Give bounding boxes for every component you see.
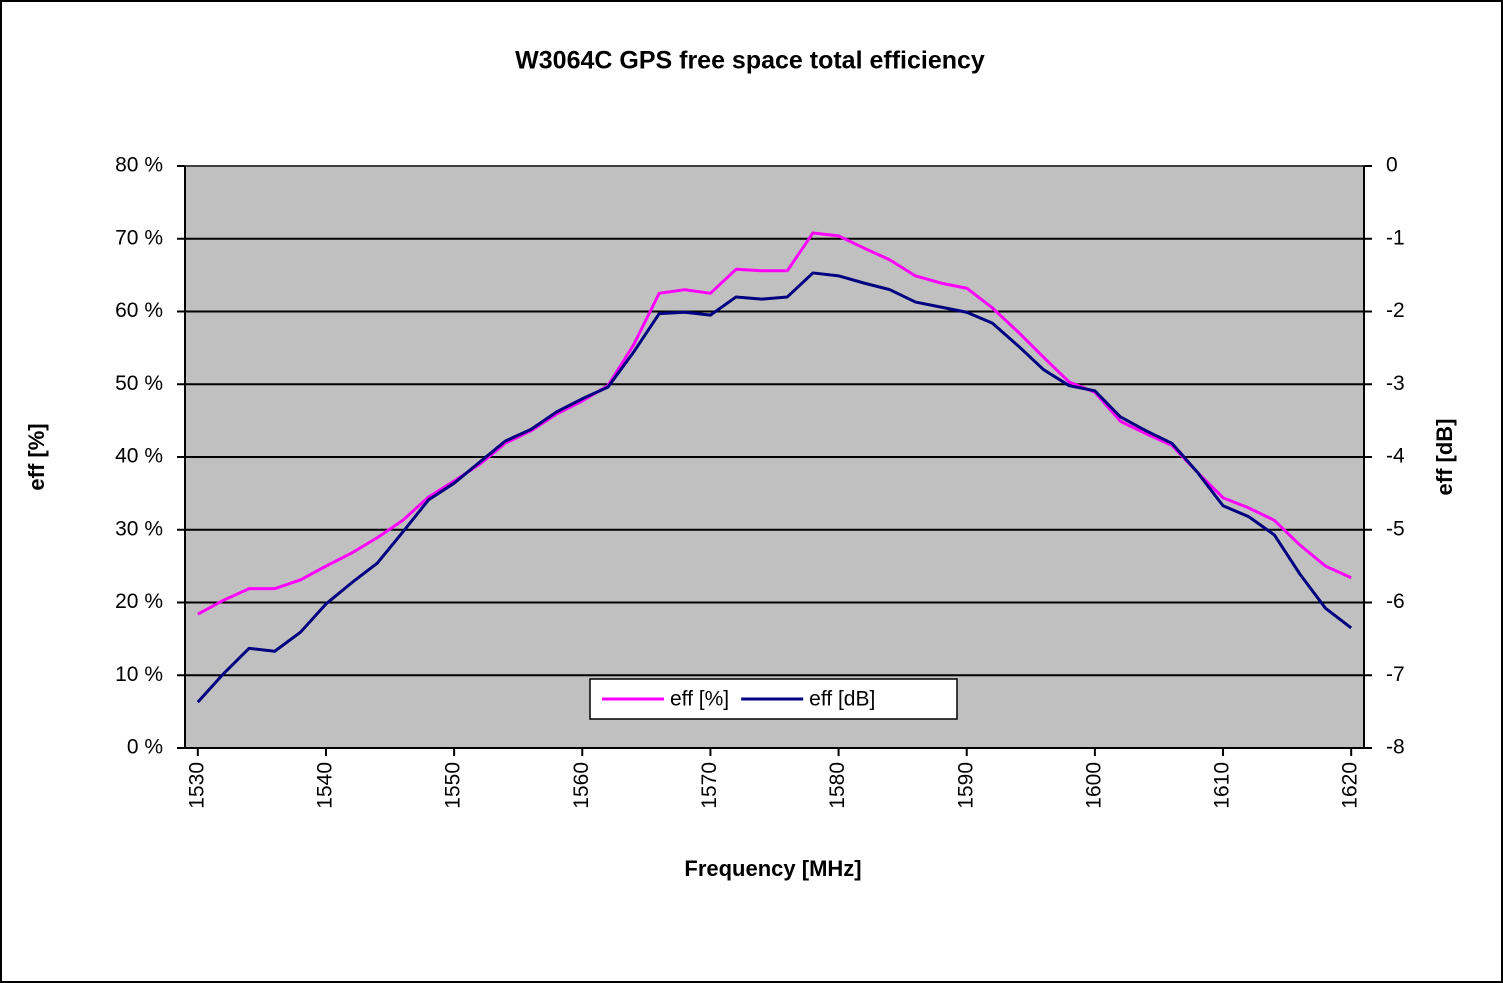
y2-tick-label: -1 [1386, 226, 1405, 249]
x-tick-label: 1550 [442, 762, 465, 809]
x-tick-label: 1590 [954, 762, 977, 809]
y-tick-label: 60 % [115, 299, 163, 322]
series-line [197, 231, 1352, 616]
y-tick-label: 70 % [115, 226, 163, 249]
legend: eff [%] eff [dB] [589, 678, 958, 720]
y2-tick-label: -7 [1386, 663, 1405, 686]
y-axis-title: eff [%] [24, 423, 49, 490]
y-tick-label: 10 % [115, 663, 163, 686]
y2-tick-label: -3 [1386, 372, 1405, 395]
series-line [196, 271, 1353, 704]
legend-label: eff [dB] [809, 688, 875, 711]
y2-tick-label: -4 [1386, 445, 1405, 468]
legend-label: eff [%] [670, 688, 729, 711]
y-tick-label: 80 % [115, 154, 163, 177]
x-tick-label: 1580 [826, 762, 849, 809]
x-tick-label: 1600 [1082, 762, 1105, 809]
x-tick-label: 1620 [1339, 762, 1362, 809]
y-tick-label: 50 % [115, 372, 163, 395]
x-tick-label: 1560 [570, 762, 593, 809]
y-tick-label: 30 % [115, 517, 163, 540]
y2-tick-label: -5 [1386, 517, 1405, 540]
x-tick-label: 1540 [314, 762, 337, 809]
y-tick-label: 0 % [127, 736, 163, 759]
x-tick-label: 1530 [185, 762, 208, 809]
x-tick-label: 1610 [1211, 762, 1234, 809]
y2-tick-label: -8 [1386, 736, 1405, 759]
y2-axis-title: eff [dB] [1432, 419, 1457, 496]
y2-tick-label: -6 [1386, 590, 1405, 613]
y-tick-label: 20 % [115, 590, 163, 613]
y2-tick-label: 0 [1386, 154, 1398, 177]
y-tick-label: 40 % [115, 445, 163, 468]
y2-tick-label: -2 [1386, 299, 1405, 322]
chart-title: W3064C GPS free space total efficiency [515, 47, 985, 75]
x-axis-title: Frequency [MHz] [684, 856, 861, 881]
x-tick-label: 1570 [698, 762, 721, 809]
